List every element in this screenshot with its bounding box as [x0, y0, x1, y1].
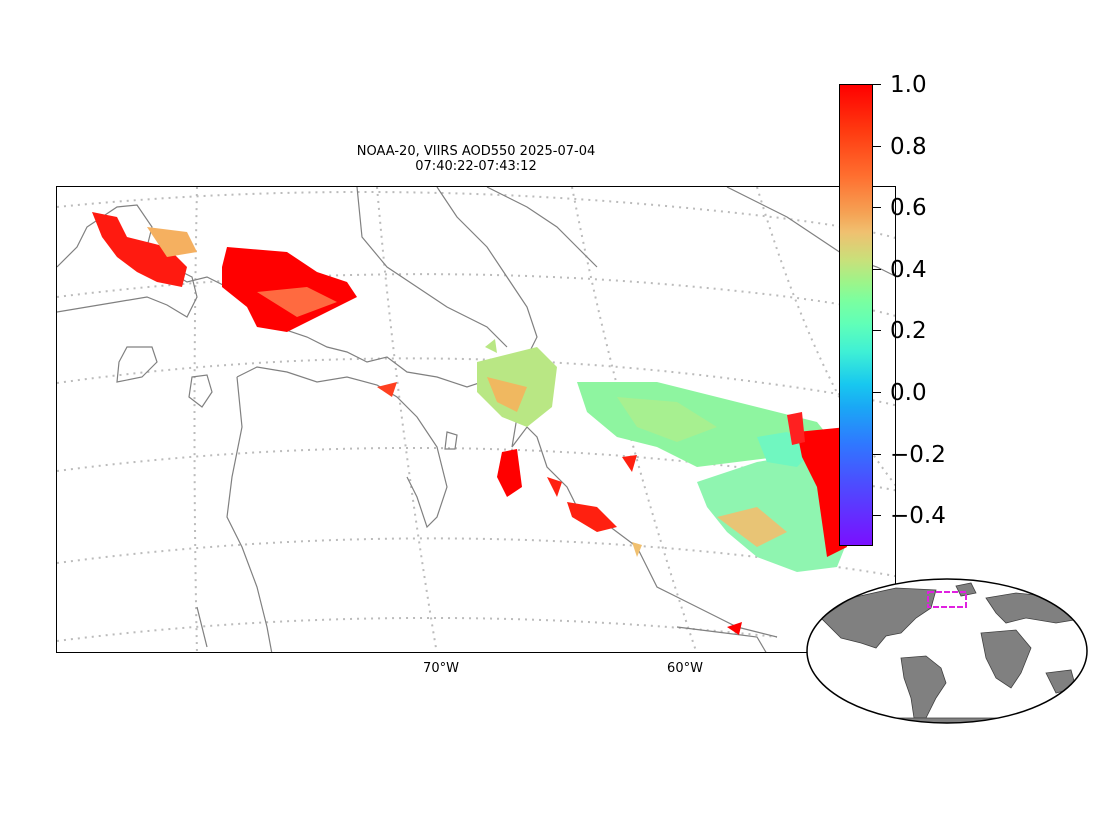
colorbar-label-0-6: 0.6: [890, 195, 927, 221]
colorbar-label-0-2: 0.2: [890, 318, 927, 344]
inset-region-box: [927, 591, 967, 608]
colorbar-tick: [873, 454, 881, 455]
colorbar: [839, 84, 881, 546]
title-line-1: NOAA-20, VIIRS AOD550 2025-07-04: [356, 144, 596, 159]
colorbar-label-neg-0-4: −0.4: [890, 503, 946, 529]
colorbar-tick: [873, 330, 881, 331]
aod-swath: [92, 212, 857, 635]
colorbar-tick: [873, 207, 881, 208]
colorbar-tick: [873, 392, 881, 393]
inset-globe-map: [806, 578, 1090, 730]
colorbar-label-0-4: 0.4: [890, 257, 927, 283]
colorbar-label-neg-0-2: −0.2: [890, 442, 946, 468]
colorbar-tick: [873, 146, 881, 147]
colorbar-label-0-0: 0.0: [890, 380, 927, 406]
colorbar-label-0-8: 0.8: [890, 134, 927, 160]
longitude-label-60w: 60°W: [667, 661, 703, 676]
colorbar-tick: [873, 84, 881, 85]
inset-globe: [806, 578, 1088, 724]
colorbar-label-1-0: 1.0: [890, 72, 927, 98]
longitude-label-70w: 70°W: [423, 661, 459, 676]
map-panel: [56, 186, 896, 653]
colorbar-tick: [873, 269, 881, 270]
title-line-2: 07:40:22-07:43:12: [415, 159, 537, 174]
inset-globe-outline: [806, 578, 1088, 724]
map-title: NOAA-20, VIIRS AOD550 2025-07-04 07:40:2…: [300, 144, 652, 174]
map-canvas: [57, 187, 895, 652]
colorbar-tick: [873, 515, 881, 516]
colorbar-gradient: [839, 84, 873, 546]
